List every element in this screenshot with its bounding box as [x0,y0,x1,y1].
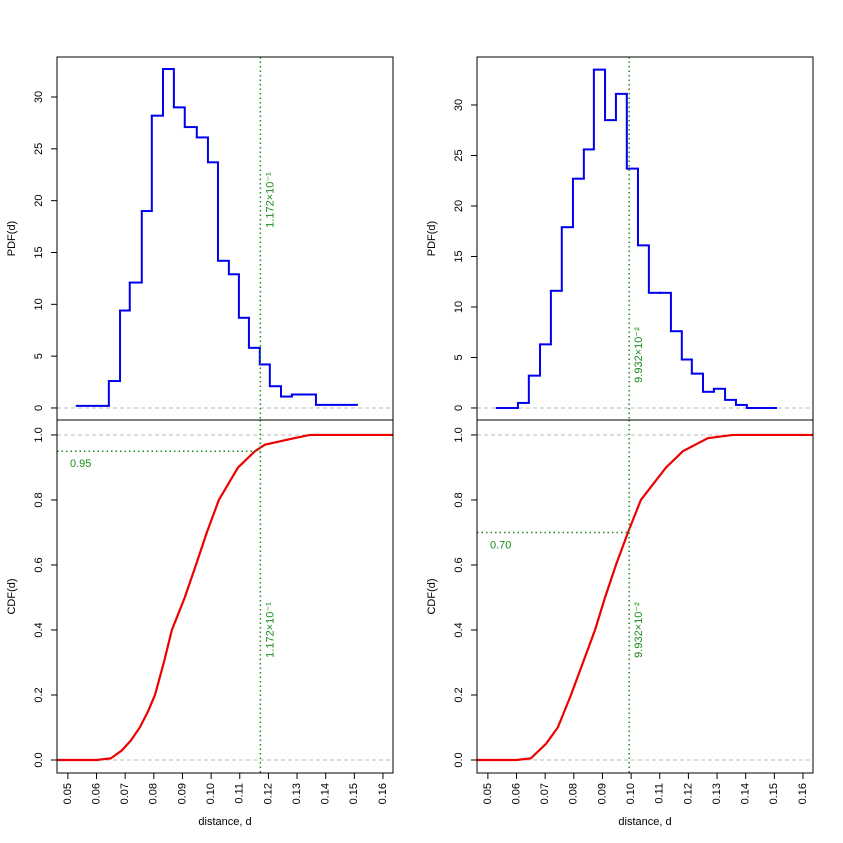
y-tick-label: 0.0 [453,752,465,767]
y-tick-label: 0.6 [453,557,465,572]
x-tick-label: 0.10 [205,783,217,804]
y-tick-label: 0 [33,405,45,411]
x-tick-label: 0.13 [291,783,303,804]
x-tick-label: 0.10 [625,783,637,804]
x-tick-label: 0.06 [510,783,522,804]
marker-vline-label: 1.172×10⁻¹ [264,172,276,228]
x-tick-label: 0.15 [768,783,780,804]
x-tick-label: 0.12 [682,783,694,804]
x-tick-label: 0.16 [377,783,389,804]
x-tick-label: 0.14 [320,783,332,804]
y-tick-label: 10 [453,301,465,313]
x-tick-label: 0.16 [797,783,809,804]
y-tick-label: 20 [33,195,45,207]
y-tick-label: 0.4 [33,622,45,637]
x-tick-label: 0.05 [482,783,494,804]
y-tick-label: 0.2 [33,687,45,702]
x-tick-label: 0.08 [568,783,580,804]
x-tick-label: 0.14 [740,783,752,804]
plot-frame [56,56,394,421]
y-tick-label: 5 [33,353,45,359]
marker-hline-label: 0.95 [70,458,91,470]
y-tick-label: 0.6 [33,557,45,572]
cdf-line [477,433,813,762]
y-tick-label: 10 [33,298,45,310]
x-tick-label: 0.09 [176,783,188,804]
plot-frame [56,419,394,774]
marker-hline-label: 0.70 [490,539,511,551]
x-tick-label: 0.11 [234,783,246,804]
y-tick-label: 1.0 [33,427,45,442]
y-axis-label: PDF(d) [426,221,438,256]
y-axis-label: CDF(d) [426,578,438,614]
y-tick-label: 1.0 [453,427,465,442]
y-axis-label: PDF(d) [6,221,18,256]
x-axis-label: distance, d [198,816,251,828]
marker-vline-label: 9.932×10⁻² [633,327,645,383]
y-tick-label: 0 [453,405,465,411]
y-tick-label: 5 [453,354,465,360]
x-tick-label: 0.07 [539,783,551,804]
cdf-line [57,433,393,762]
x-tick-label: 0.12 [262,783,274,804]
marker-vline-label: 1.172×10⁻¹ [264,602,276,658]
marker-vline-label: 9.932×10⁻² [633,602,645,658]
x-tick-label: 0.15 [348,783,360,804]
y-tick-label: 0.0 [33,752,45,767]
y-tick-label: 15 [33,246,45,258]
x-axis-label: distance, d [618,816,671,828]
y-axis-label: CDF(d) [6,578,18,614]
x-tick-label: 0.05 [62,783,74,804]
x-tick-label: 0.13 [711,783,723,804]
x-tick-label: 0.07 [119,783,131,804]
x-tick-label: 0.09 [596,783,608,804]
x-tick-label: 0.06 [90,783,102,804]
y-tick-label: 0.8 [33,492,45,507]
y-tick-label: 0.2 [453,687,465,702]
y-tick-label: 30 [453,99,465,111]
y-tick-label: 0.8 [453,492,465,507]
y-tick-label: 0.4 [453,622,465,637]
y-tick-label: 25 [453,149,465,161]
y-tick-label: 15 [453,250,465,262]
y-tick-label: 25 [33,143,45,155]
x-tick-label: 0.08 [148,783,160,804]
y-tick-label: 20 [453,200,465,212]
plot-frame [476,419,814,774]
x-tick-label: 0.11 [654,783,666,804]
y-tick-label: 30 [33,91,45,103]
